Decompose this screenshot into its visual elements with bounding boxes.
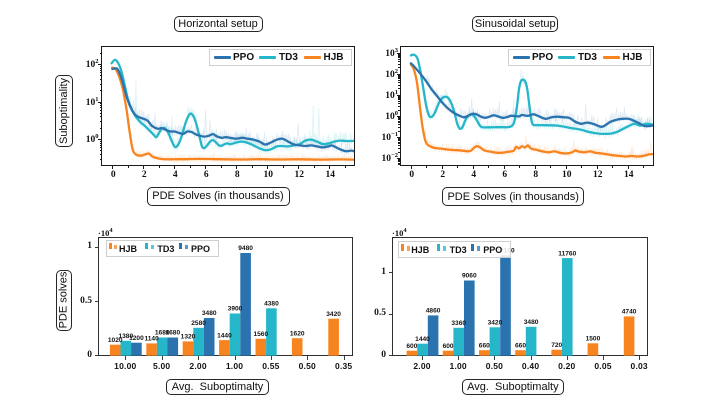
svg-text:1320: 1320 — [180, 333, 195, 340]
svg-text:1680: 1680 — [154, 329, 169, 336]
svg-text:1620: 1620 — [289, 330, 304, 337]
svg-text:3360: 3360 — [451, 320, 466, 327]
svg-text:2580: 2580 — [191, 320, 206, 327]
svg-text:600: 600 — [406, 342, 417, 349]
svg-text:9480: 9480 — [238, 245, 253, 252]
svg-text:1440: 1440 — [415, 335, 430, 342]
svg-text:11760: 11760 — [558, 250, 576, 257]
svg-text:3900: 3900 — [227, 305, 242, 312]
svg-text:1020: 1020 — [107, 336, 122, 343]
svg-text:3480: 3480 — [523, 319, 538, 326]
svg-text:3420: 3420 — [326, 310, 341, 317]
svg-text:4380: 4380 — [264, 300, 279, 307]
svg-text:600: 600 — [442, 342, 453, 349]
svg-text:1140: 1140 — [144, 335, 159, 342]
svg-text:720: 720 — [551, 341, 562, 348]
svg-text:1560: 1560 — [253, 331, 268, 338]
svg-text:1380: 1380 — [118, 333, 133, 340]
svg-text:3480: 3480 — [201, 310, 216, 317]
svg-text:9060: 9060 — [461, 272, 476, 279]
svg-text:4860: 4860 — [425, 307, 440, 314]
svg-text:4740: 4740 — [621, 308, 636, 315]
svg-text:1440: 1440 — [217, 332, 232, 339]
svg-text:3420: 3420 — [487, 319, 502, 326]
svg-text:660: 660 — [478, 342, 489, 349]
svg-text:1200: 1200 — [129, 334, 144, 341]
svg-text:660: 660 — [514, 342, 525, 349]
svg-text:1680: 1680 — [165, 329, 180, 336]
svg-text:1500: 1500 — [585, 335, 600, 342]
